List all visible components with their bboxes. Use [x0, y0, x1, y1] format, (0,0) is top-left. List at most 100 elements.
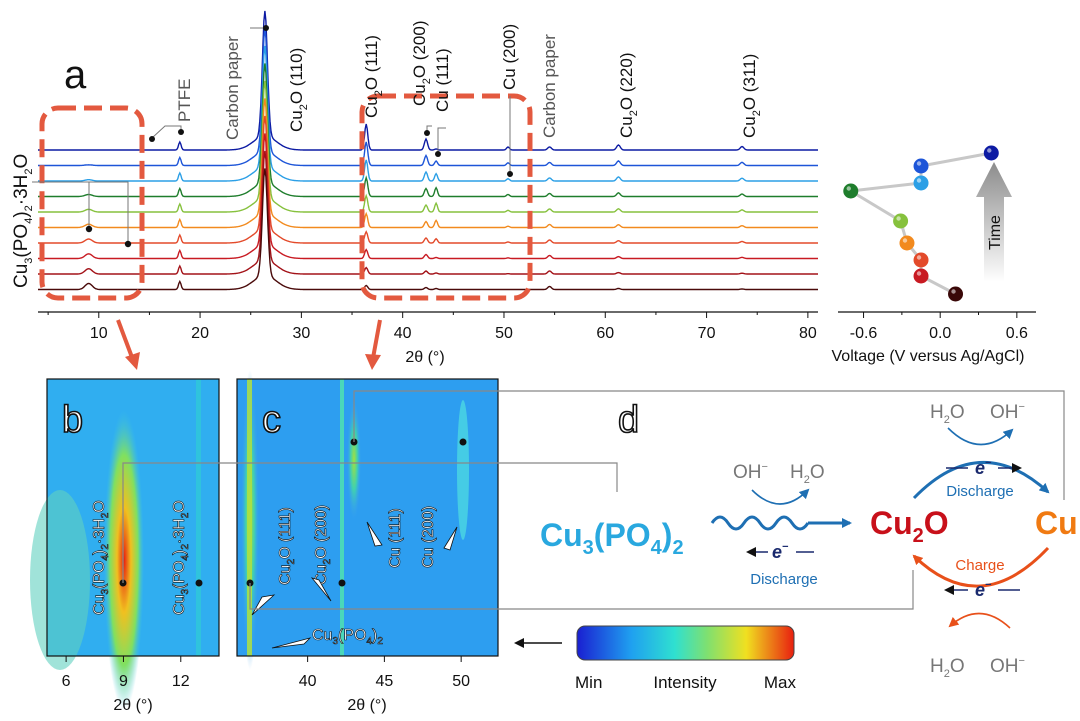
pointer-cu2o-200 — [310, 577, 332, 602]
voltage-point — [913, 175, 929, 191]
panel-label-c: c — [262, 399, 281, 441]
scheme-cu3po42: Cu3(PO4)2 — [540, 517, 684, 559]
scheme-cu: Cu — [1035, 505, 1078, 541]
heatmap-c-marker-2 — [338, 579, 346, 587]
voltage-point — [913, 158, 929, 174]
heatmap-b-tick-label: 12 — [172, 673, 190, 690]
pointer-cu-200 — [443, 526, 458, 551]
heatmap-c-label-cu-111: Cu (111) — [387, 508, 404, 568]
xrd-trace-1 — [38, 10, 818, 151]
connector-cu2o — [249, 570, 914, 610]
colorbar-gradient — [576, 625, 795, 661]
voltage-point — [948, 286, 964, 302]
heatmap-c-marker-4 — [459, 438, 467, 446]
heatmap-c-tick-label: 50 — [452, 673, 470, 690]
scheme-electron-1: e− — [772, 541, 789, 562]
zoom-arrow-c — [371, 319, 382, 359]
colorbar-min-label: Min — [575, 673, 602, 692]
xrd-tick-label: 20 — [191, 325, 209, 342]
peak-label-ptfe: PTFE — [175, 79, 194, 122]
voltage-x-axis-label: Voltage (V versus Ag/AgCl) — [832, 348, 1025, 365]
colorbar-intensity-label: Intensity — [653, 673, 717, 692]
xrd-trace-6 — [38, 98, 818, 229]
heatmap-b-x-axis-label: 2θ (°) — [113, 697, 152, 714]
heatmap-c-label-cu2o-200: Cu2O (200) — [313, 505, 333, 585]
heatmap-b-band-9 — [104, 410, 144, 710]
connector-cu3po42 — [122, 462, 618, 583]
xrd-trace-4 — [38, 63, 818, 198]
scheme-charge-arc — [912, 546, 1050, 588]
heatmap-b-line-13 — [196, 379, 201, 656]
peak-label-cu2o-311: Cu2O (311) — [740, 54, 763, 138]
colorbar-max-label: Max — [764, 673, 797, 692]
scheme-panel: d Cu3(PO4)2 Cu2O Cu OH− H2O e− Discharge… — [540, 398, 1078, 680]
xrd-tick-label: 10 — [90, 325, 108, 342]
peak-label-cu2o-200: Cu2O (200) — [410, 21, 433, 107]
voltage-points — [843, 145, 999, 302]
cu-111-marker — [435, 151, 441, 157]
peak-label-carbon-paper-2: Carbon paper — [540, 34, 559, 138]
panel-label-d: d — [618, 399, 639, 441]
xrd-x-axis-label: 2θ (°) — [405, 349, 444, 366]
heatmap-c-line-cu2o-111 — [247, 379, 252, 656]
xrd-panel: a 10 20 30 40 50 60 70 80 2θ (°) Cu3(PO4)2·3H2O… — [11, 10, 818, 370]
heatmap-c: c 40 45 50 2θ (°) Cu2O (111) Cu2O (200) Cu… — [236, 370, 499, 714]
scheme-electron-top: e− — [975, 457, 992, 478]
xrd-tick-label: 30 — [292, 325, 310, 342]
xrd-trace-8 — [38, 133, 818, 260]
left-label-leader-2 — [89, 181, 129, 243]
scheme-charge: Charge — [955, 557, 1004, 574]
voltage-tick-label: 0.6 — [1006, 325, 1028, 342]
scheme-h2o-top: H2O — [930, 402, 965, 426]
voltage-tick-label: 0.0 — [929, 325, 951, 342]
ptfe-marker-2 — [178, 129, 184, 135]
scheme-discharge-2: Discharge — [946, 483, 1014, 500]
voltage-point — [983, 145, 999, 161]
heatmap-b-tick-label: 6 — [62, 673, 71, 690]
voltage-plot: -0.6 0.0 0.6 Voltage (V versus Ag/AgCl) Ti… — [832, 145, 1036, 365]
xrd-traces — [38, 10, 818, 291]
scheme-oh-1: OH− — [733, 461, 768, 483]
highlight-box-left — [39, 105, 145, 301]
xrd-x-ticks: 10 20 30 40 50 60 70 80 — [47, 312, 817, 342]
xrd-trace-3 — [38, 45, 818, 182]
pointer-cu2o-111 — [251, 594, 276, 616]
cu2o-200-marker — [424, 130, 430, 136]
heatmap-b-tick-label: 9 — [119, 673, 128, 690]
connector-cu — [353, 390, 1065, 500]
scheme-cu2o: Cu2O — [870, 505, 949, 547]
heatmap-b-bg-band — [30, 490, 90, 670]
heatmap-b: b 6 9 12 2θ (°) Cu3(PO4)2·3H2O Cu3(PO4)2·3… — [30, 378, 220, 714]
heatmap-b-marker-2 — [195, 579, 203, 587]
heatmap-c-line-cu2o-200 — [340, 379, 344, 656]
zoom-arrow-c-head — [365, 354, 381, 370]
heatmap-c-background — [237, 379, 498, 656]
scheme-wavy-arrow — [710, 515, 810, 531]
peak-label-cu-111: Cu (111) — [433, 48, 452, 112]
xrd-trace-5 — [38, 80, 818, 213]
zoom-arrow-b-head — [125, 352, 140, 370]
heatmap-c-label-cu-200: Cu (200) — [420, 506, 437, 568]
scheme-electron-bottom: e− — [975, 579, 992, 600]
ptfe-marker-1 — [149, 136, 155, 142]
heatmap-b-ticks: 6 9 12 — [62, 656, 190, 690]
peak-label-cu2o-110: Cu2O (110) — [287, 48, 310, 132]
scheme-discharge-1: Discharge — [750, 571, 818, 588]
heatmap-c-ticks: 40 45 50 — [299, 656, 470, 690]
xrd-tick-label: 50 — [495, 325, 513, 342]
scheme-h2o-1: H2O — [790, 462, 825, 486]
voltage-x-ticks: -0.6 0.0 0.6 — [850, 312, 1028, 342]
left-label-marker-1 — [85, 225, 93, 233]
scheme-oh-bottom: OH− — [990, 655, 1025, 677]
pointer-cu-111 — [366, 521, 383, 547]
heatmap-c-x-axis-label: 2θ (°) — [347, 697, 386, 714]
heatmap-c-tick-label: 40 — [299, 673, 317, 690]
heatmap-c-band-cu-200 — [457, 400, 469, 540]
voltage-point — [913, 252, 929, 268]
voltage-point — [893, 213, 909, 229]
xrd-tick-label: 70 — [698, 325, 716, 342]
xrd-trace-9 — [38, 150, 818, 275]
cu-111-leader — [437, 127, 446, 153]
voltage-point — [843, 183, 859, 199]
peak-label-cu2o-220: Cu2O (220) — [617, 53, 640, 139]
